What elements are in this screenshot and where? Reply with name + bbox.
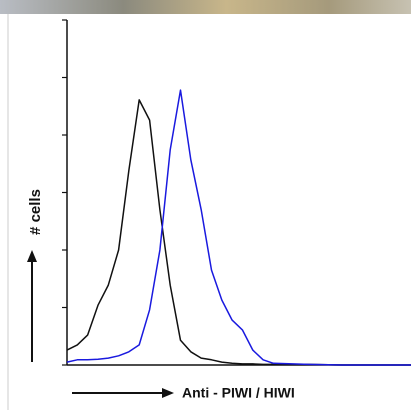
histogram-line: [66, 89, 411, 366]
x-axis-label: Anti - PIWI / HIWI: [182, 385, 295, 401]
histogram-line: [66, 99, 411, 366]
x-arrow-head: [162, 388, 174, 398]
y-arrow-head: [27, 250, 37, 262]
y-axis-label: # cells: [27, 189, 44, 235]
image-strip: [0, 0, 411, 14]
